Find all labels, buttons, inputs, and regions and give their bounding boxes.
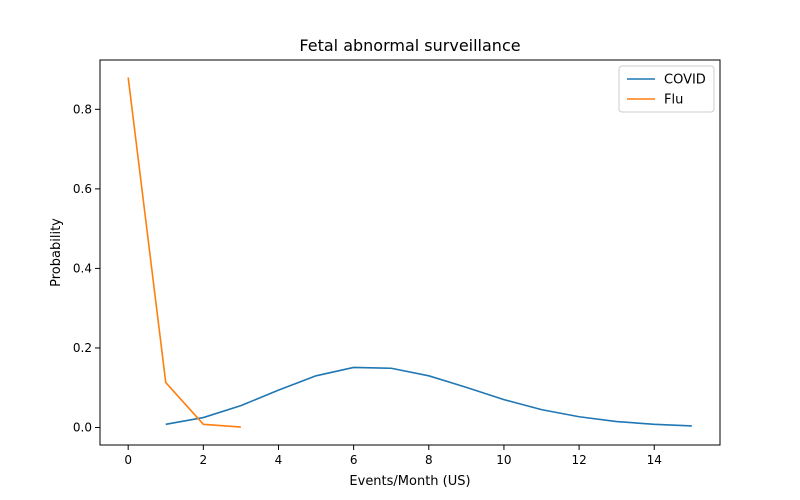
legend: COVID Flu bbox=[618, 65, 715, 113]
chart-title: Fetal abnormal surveillance bbox=[299, 36, 520, 55]
plot-area bbox=[99, 59, 721, 446]
legend-entry-flu: Flu bbox=[664, 93, 683, 108]
y-axis-label: Probability bbox=[49, 218, 64, 287]
legend-entry-covid: COVID bbox=[664, 73, 706, 88]
legend-box bbox=[618, 65, 715, 113]
y-tick-label: 0.8 bbox=[73, 102, 92, 116]
series-lines bbox=[127, 77, 692, 428]
x-tick-label: 14 bbox=[647, 453, 662, 467]
x-tick-label: 4 bbox=[275, 453, 283, 467]
x-axis-label: Events/Month (US) bbox=[349, 474, 470, 489]
x-tick-label: 0 bbox=[124, 453, 132, 467]
x-axis: 0 2 4 6 8 10 12 14 bbox=[124, 445, 662, 467]
y-tick-label: 0.4 bbox=[73, 261, 92, 275]
x-tick-label: 12 bbox=[571, 453, 586, 467]
y-tick-label: 0.2 bbox=[73, 341, 92, 355]
series-line-covid bbox=[165, 366, 692, 427]
y-tick-label: 0.6 bbox=[73, 182, 92, 196]
plot-frame bbox=[99, 59, 721, 446]
y-axis: 0.0 0.2 0.4 0.6 0.8 bbox=[73, 102, 100, 435]
series-line-flu bbox=[127, 77, 241, 428]
y-tick-label: 0.0 bbox=[73, 421, 92, 435]
x-tick-label: 6 bbox=[350, 453, 358, 467]
x-tick-label: 8 bbox=[425, 453, 433, 467]
x-tick-label: 2 bbox=[200, 453, 208, 467]
x-tick-label: 10 bbox=[496, 453, 511, 467]
